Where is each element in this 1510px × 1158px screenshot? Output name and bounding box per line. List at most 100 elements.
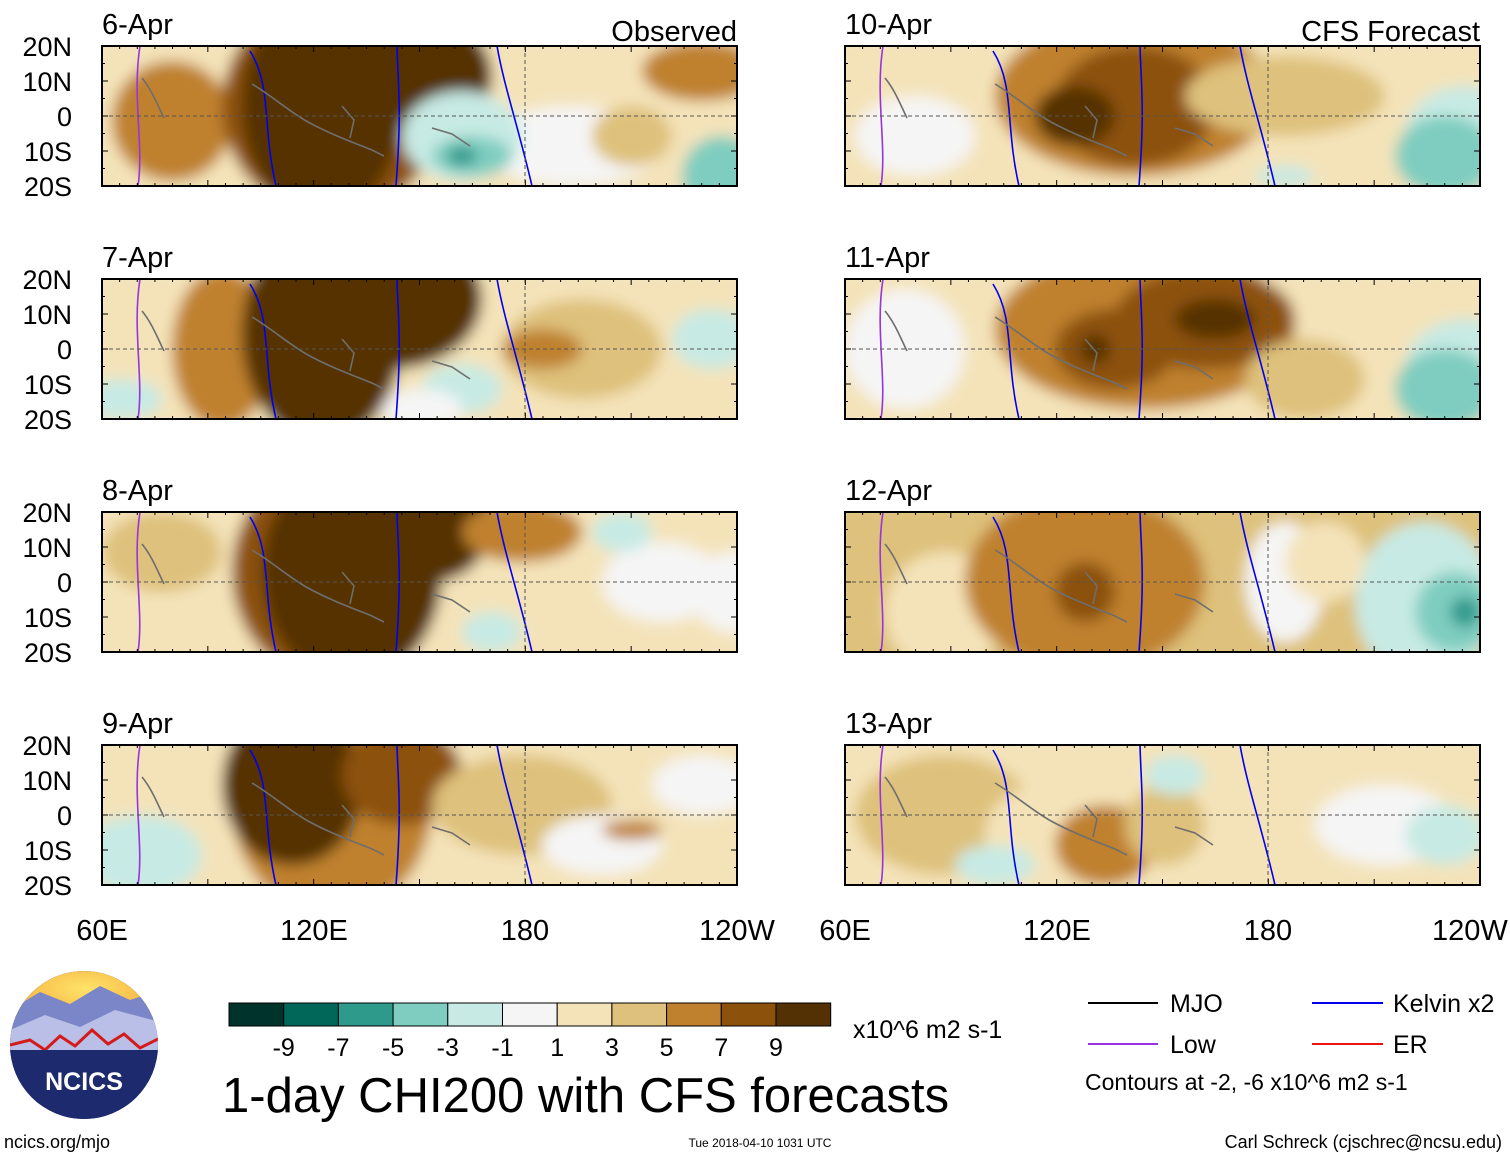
colorbar-swatch xyxy=(666,1002,722,1027)
shade-area xyxy=(462,612,522,652)
coastline xyxy=(884,543,1214,623)
kelvin-contour xyxy=(992,745,1276,885)
figure-title: 1-day CHI200 with CFS forecasts xyxy=(222,1069,949,1123)
x-tick-label: 120E xyxy=(280,915,348,947)
panel-date-label: 12-Apr xyxy=(845,475,932,507)
shade-area xyxy=(1395,349,1480,419)
shade-area xyxy=(302,279,482,369)
legend-label-er: ER xyxy=(1393,1031,1428,1059)
colorbar-label: 5 xyxy=(660,1034,674,1062)
panel-date-label: 10-Apr xyxy=(845,9,932,41)
y-tick-label: 20N xyxy=(22,731,72,761)
shade-area xyxy=(1395,116,1480,186)
y-tick-label: 10N xyxy=(22,766,72,796)
colorbar-swatch xyxy=(611,1002,668,1027)
shade-area xyxy=(342,745,462,825)
coastline xyxy=(884,776,1214,856)
colorbar-swatch xyxy=(502,1002,558,1027)
shade-area xyxy=(955,845,1035,885)
shade-area xyxy=(1145,755,1205,795)
x-tick-label: 120W xyxy=(699,915,775,947)
shade-area xyxy=(1245,339,1365,419)
y-tick-label: 0 xyxy=(57,801,72,831)
y-tick-label: 10S xyxy=(24,603,72,633)
colorbar-label: -1 xyxy=(491,1034,513,1062)
column-header: CFS Forecast xyxy=(1301,16,1480,48)
footer-url: ncics.org/mjo xyxy=(4,1132,110,1152)
y-tick-label: 20N xyxy=(22,265,72,295)
colorbar-swatch xyxy=(447,1002,503,1027)
shade-area xyxy=(1285,522,1365,602)
x-tick-label: 60E xyxy=(76,915,128,947)
footer-credit: Carl Schreck (cjschrec@ncsu.edu) xyxy=(1225,1132,1502,1152)
shade-area xyxy=(1450,597,1480,627)
coastline xyxy=(141,310,471,390)
footer-timestamp: Tue 2018-04-10 1031 UTC xyxy=(689,1136,832,1150)
low-contour xyxy=(136,512,141,652)
y-tick-label: 20S xyxy=(24,638,72,668)
legend-label-kelvin: Kelvin x2 xyxy=(1393,990,1494,1018)
panel-8-Apr: 8-Apr xyxy=(101,475,738,653)
legend: MJO Kelvin x2 Low ER Contours at -2, -6 … xyxy=(1085,990,1494,1095)
y-tick-label: 0 xyxy=(57,568,72,598)
shade-area xyxy=(642,46,737,101)
panel-12-Apr: 12-Apr xyxy=(844,475,1481,653)
shade-area xyxy=(682,136,737,186)
shade-area xyxy=(112,61,232,181)
y-tick-label: 20N xyxy=(22,498,72,528)
colorbar-swatch xyxy=(720,1002,777,1027)
colorbar: -9 -7 -5 -3 -1 1 3 5 7 9 xyxy=(228,1002,832,1062)
shade-area xyxy=(462,512,582,562)
low-contour xyxy=(136,279,141,419)
logo-text: NCICS xyxy=(45,1068,123,1096)
x-tick-label: 120E xyxy=(1023,915,1091,947)
panel-date-label: 9-Apr xyxy=(102,708,173,740)
low-contour xyxy=(136,745,141,885)
shade-area xyxy=(692,552,737,632)
contour-note: Contours at -2, -6 x10^6 m2 s-1 xyxy=(1085,1069,1408,1095)
panel-6-Apr: 6-Apr Observed xyxy=(101,9,738,187)
shade-area xyxy=(1255,166,1315,186)
kelvin-contour xyxy=(992,512,1276,652)
coastline xyxy=(141,776,471,856)
colorbar-label: 1 xyxy=(550,1034,564,1062)
low-contour xyxy=(879,745,884,885)
colorbar-swatch xyxy=(337,1002,394,1027)
shade-area xyxy=(1175,299,1255,339)
shade-area xyxy=(1035,86,1115,146)
x-tick-label: 120W xyxy=(1432,915,1508,947)
shade-area xyxy=(592,512,652,552)
panel-date-label: 8-Apr xyxy=(102,475,173,507)
panel-date-label: 7-Apr xyxy=(102,242,173,274)
kelvin-contour xyxy=(249,512,533,652)
kelvin-contour xyxy=(249,745,533,885)
coastline xyxy=(141,543,471,623)
y-tick-label: 20N xyxy=(22,32,72,62)
y-tick-label: 10N xyxy=(22,533,72,563)
y-tick-label: 0 xyxy=(57,335,72,365)
column-header: Observed xyxy=(611,16,737,48)
y-tick-label: 10S xyxy=(24,137,72,167)
colorbar-label: 7 xyxy=(714,1034,728,1062)
y-tick-label: 0 xyxy=(57,102,72,132)
low-contour xyxy=(879,512,884,652)
panel-date-label: 6-Apr xyxy=(102,9,173,41)
panel-date-label: 11-Apr xyxy=(845,242,930,274)
shade-area xyxy=(652,755,737,815)
y-tick-label: 10S xyxy=(24,836,72,866)
colorbar-swatch xyxy=(556,1002,613,1027)
coastline xyxy=(884,310,1214,390)
panel-11-Apr: 11-Apr xyxy=(844,242,1481,420)
colorbar-label: -5 xyxy=(382,1034,404,1062)
shade-area xyxy=(672,309,737,369)
shade-area xyxy=(102,512,222,592)
coastline xyxy=(884,77,1214,157)
colorbar-label: 9 xyxy=(769,1034,783,1062)
x-tick-label: 180 xyxy=(501,915,549,947)
shade-area xyxy=(855,96,975,176)
kelvin-contour xyxy=(992,46,1276,186)
y-tick-label: 20S xyxy=(24,172,72,202)
shade-area xyxy=(102,379,162,419)
shade-area xyxy=(602,820,662,840)
